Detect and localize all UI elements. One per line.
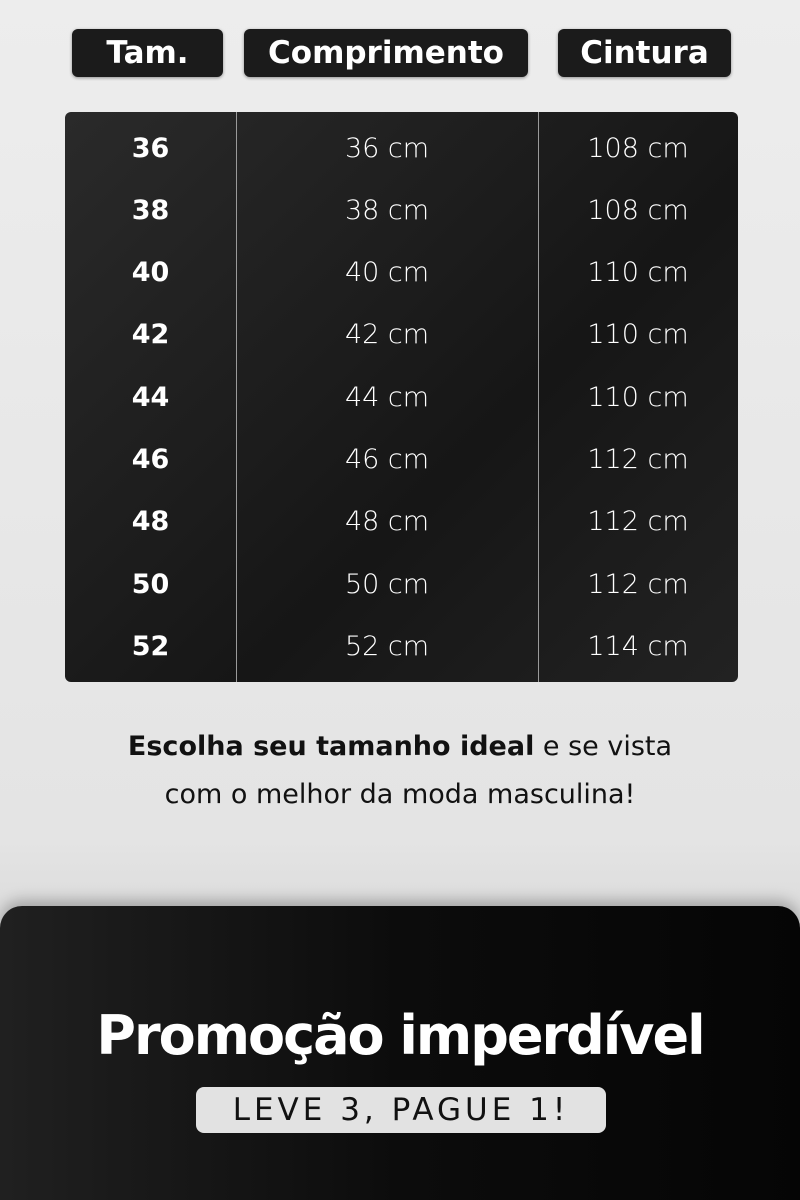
cell-size: 44	[131, 381, 170, 413]
cell-waist: 114 cm	[587, 630, 689, 662]
header-length: Comprimento	[244, 29, 528, 77]
cell-size: 50	[131, 568, 170, 600]
cell-size: 48	[131, 506, 170, 538]
table-row: 46 46 cm 112 cm	[65, 429, 738, 491]
cell-size: 38	[131, 194, 170, 226]
cell-length: 44 cm	[344, 381, 430, 413]
table-row: 50 50 cm 112 cm	[65, 553, 738, 615]
column-divider	[538, 112, 539, 682]
cell-waist: 110 cm	[587, 257, 689, 289]
column-divider	[236, 112, 237, 682]
table-row: 38 38 cm 108 cm	[65, 179, 738, 241]
promo-banner: Promoção imperdível LEVE 3, PAGUE 1!	[0, 906, 800, 1200]
cell-size: 52	[131, 630, 170, 662]
table-row: 44 44 cm 110 cm	[65, 366, 738, 428]
cell-waist: 108 cm	[587, 194, 689, 226]
cell-length: 38 cm	[344, 194, 430, 226]
cell-length: 48 cm	[344, 506, 430, 538]
cell-size: 42	[131, 319, 170, 351]
table-row: 52 52 cm 114 cm	[65, 615, 738, 677]
cell-length: 50 cm	[344, 568, 430, 600]
cell-waist: 112 cm	[587, 568, 689, 600]
tagline-line2: com o melhor da moda masculina!	[164, 779, 636, 810]
cell-waist: 110 cm	[587, 319, 689, 351]
tagline-rest: e se vista	[534, 731, 673, 762]
table-row: 40 40 cm 110 cm	[65, 242, 738, 304]
promo-title: Promoção imperdível	[96, 1004, 705, 1067]
cell-waist: 112 cm	[587, 444, 689, 475]
header-waist: Cintura	[558, 29, 731, 77]
cell-length: 36 cm	[344, 132, 430, 164]
cell-waist: 108 cm	[587, 132, 689, 164]
cell-length: 46 cm	[344, 444, 430, 475]
table-row: 36 36 cm 108 cm	[65, 117, 738, 179]
table-row: 42 42 cm 110 cm	[65, 304, 738, 366]
cell-waist: 112 cm	[587, 506, 689, 538]
size-table: 36 36 cm 108 cm 38 38 cm 108 cm 40 40 cm 110 cm 4…	[65, 112, 738, 682]
table-row: 48 48 cm 112 cm	[65, 491, 738, 553]
cell-size: 40	[131, 257, 170, 289]
tagline: Escolha seu tamanho ideal e se vista com…	[0, 723, 800, 819]
cell-length: 52 cm	[344, 630, 430, 662]
header-size: Tam.	[72, 29, 223, 77]
promo-offer: LEVE 3, PAGUE 1!	[196, 1087, 606, 1133]
cell-waist: 110 cm	[587, 381, 689, 413]
tagline-bold: Escolha seu tamanho ideal	[127, 731, 535, 762]
cell-size: 36	[131, 132, 170, 164]
cell-size: 46	[131, 444, 170, 475]
cell-length: 42 cm	[344, 319, 430, 351]
cell-length: 40 cm	[344, 257, 430, 289]
